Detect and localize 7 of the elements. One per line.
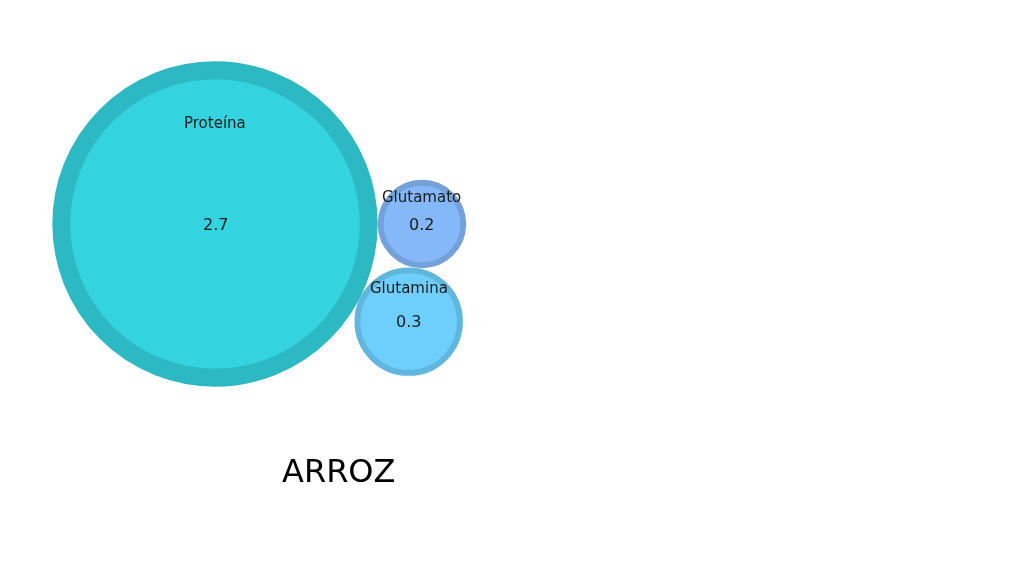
category-label: Glutamina bbox=[370, 279, 448, 297]
data-label: 0.2 bbox=[409, 215, 435, 234]
category-label: Proteína bbox=[184, 114, 246, 132]
text: ARROZ bbox=[282, 452, 396, 490]
data-label: 0.3 bbox=[396, 312, 422, 331]
category-label: Glutamato bbox=[382, 188, 462, 206]
data-label: 2.7 bbox=[203, 215, 229, 234]
